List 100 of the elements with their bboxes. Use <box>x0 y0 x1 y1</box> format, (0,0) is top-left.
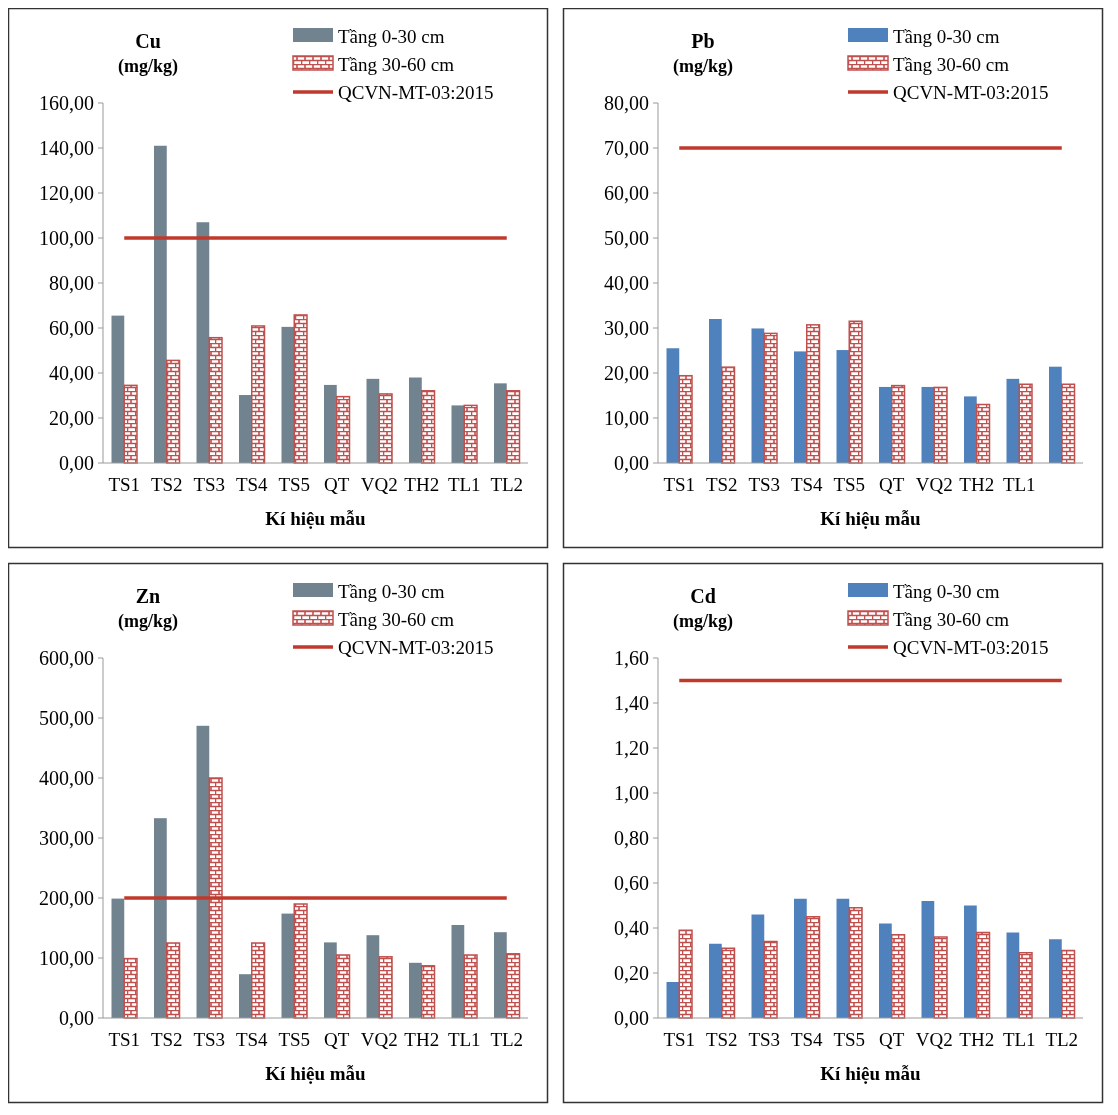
x-tick-label: TL2 <box>490 474 524 495</box>
bar <box>293 314 308 464</box>
bar <box>794 898 807 1018</box>
bar <box>366 935 380 1018</box>
y-axis-title: (mg/kg) <box>673 611 733 632</box>
y-axis-title: (mg/kg) <box>118 56 178 77</box>
bar <box>281 913 295 1018</box>
x-tick-label: TL1 <box>1002 474 1036 495</box>
bar <box>196 222 210 463</box>
y-tick-label: 100,00 <box>39 227 94 249</box>
y-tick-label: 600,00 <box>39 647 94 669</box>
bar <box>111 898 125 1018</box>
x-tick-label: TL1 <box>1002 1029 1036 1050</box>
x-tick-label: QT <box>879 1029 905 1050</box>
chart-title: Cu <box>135 30 161 52</box>
x-tick-label: TL2 <box>490 1029 524 1050</box>
x-tick-label: TL1 <box>447 474 481 495</box>
x-tick-label: QT <box>324 1029 350 1050</box>
bar <box>678 374 693 464</box>
bar <box>123 957 138 1019</box>
x-tick-label: TS2 <box>705 474 738 495</box>
bar <box>1049 366 1062 463</box>
bar <box>251 942 266 1019</box>
bar <box>336 395 351 464</box>
bar <box>848 320 863 464</box>
bar <box>366 378 380 463</box>
x-tick-label: TS4 <box>235 1029 269 1050</box>
x-tick-label: TS5 <box>278 1029 311 1050</box>
x-tick-label: TS2 <box>150 1029 183 1050</box>
bar <box>933 936 948 1019</box>
bar <box>751 328 765 463</box>
legend-label: Tầng 30-60 cm <box>893 608 1010 630</box>
y-tick-label: 1,00 <box>614 782 649 804</box>
bar <box>678 929 693 1019</box>
bar <box>666 348 680 463</box>
bar <box>721 947 736 1019</box>
bar <box>721 366 736 464</box>
x-axis-title: Kí hiệu mẫu <box>265 1063 367 1084</box>
bar <box>848 907 863 1019</box>
x-tick-label: TS5 <box>833 474 866 495</box>
y-tick-label: 1,20 <box>614 737 649 759</box>
bar <box>506 390 521 464</box>
y-tick-label: 0,00 <box>614 1007 649 1029</box>
y-tick-label: 40,00 <box>604 272 649 294</box>
bar <box>763 332 778 464</box>
y-tick-label: 0,00 <box>59 452 94 474</box>
y-tick-label: 1,40 <box>614 692 649 714</box>
x-tick-label: TS1 <box>663 474 696 495</box>
bar <box>836 898 850 1018</box>
legend-label: Tầng 0-30 cm <box>338 580 445 602</box>
legend-label: Tầng 0-30 cm <box>893 25 1000 47</box>
bar <box>293 903 308 1019</box>
y-tick-label: 50,00 <box>604 227 649 249</box>
bar <box>806 916 821 1019</box>
x-tick-label: VQ2 <box>360 1029 398 1050</box>
x-tick-label: TS4 <box>790 474 824 495</box>
bar <box>281 326 295 463</box>
x-tick-label: VQ2 <box>360 474 398 495</box>
bar <box>1018 952 1033 1019</box>
y-tick-label: 500,00 <box>39 707 94 729</box>
bar <box>378 956 393 1019</box>
bar <box>891 384 906 464</box>
x-tick-label: TS5 <box>833 1029 866 1050</box>
legend-label: Tầng 0-30 cm <box>338 25 445 47</box>
bar <box>836 350 850 463</box>
legend-label: QCVN-MT-03:2015 <box>893 81 1049 103</box>
y-axis-title: (mg/kg) <box>673 56 733 77</box>
x-axis-title: Kí hiệu mẫu <box>820 508 922 529</box>
y-tick-label: 0,80 <box>614 827 649 849</box>
x-tick-label: TS2 <box>150 474 183 495</box>
y-tick-label: 200,00 <box>39 887 94 909</box>
bar <box>196 725 210 1018</box>
bar <box>964 905 977 1018</box>
x-tick-label: TH2 <box>404 474 440 495</box>
x-tick-label: TS3 <box>748 1029 781 1050</box>
bar <box>324 942 337 1018</box>
x-tick-label: VQ2 <box>915 474 953 495</box>
chart-title: Cd <box>690 585 716 607</box>
x-tick-label: TH2 <box>959 474 995 495</box>
y-tick-label: 140,00 <box>39 137 94 159</box>
legend-label: Tầng 30-60 cm <box>893 53 1010 75</box>
bar <box>1018 383 1033 464</box>
bar <box>506 953 521 1019</box>
x-tick-label: TH2 <box>404 1029 440 1050</box>
y-tick-label: 0,20 <box>614 962 649 984</box>
x-tick-label: QT <box>324 474 350 495</box>
y-tick-label: 160,00 <box>39 92 94 114</box>
bar <box>336 954 351 1019</box>
bar <box>964 396 977 463</box>
bar <box>1061 383 1076 464</box>
bar <box>794 351 807 463</box>
y-tick-label: 100,00 <box>39 947 94 969</box>
bar <box>239 974 252 1018</box>
x-tick-label: TS1 <box>108 1029 141 1050</box>
chart-title: Pb <box>691 30 715 52</box>
y-tick-label: 20,00 <box>604 362 649 384</box>
y-tick-label: 20,00 <box>49 407 94 429</box>
bar <box>208 336 223 464</box>
bar <box>154 818 167 1018</box>
y-tick-label: 400,00 <box>39 767 94 789</box>
